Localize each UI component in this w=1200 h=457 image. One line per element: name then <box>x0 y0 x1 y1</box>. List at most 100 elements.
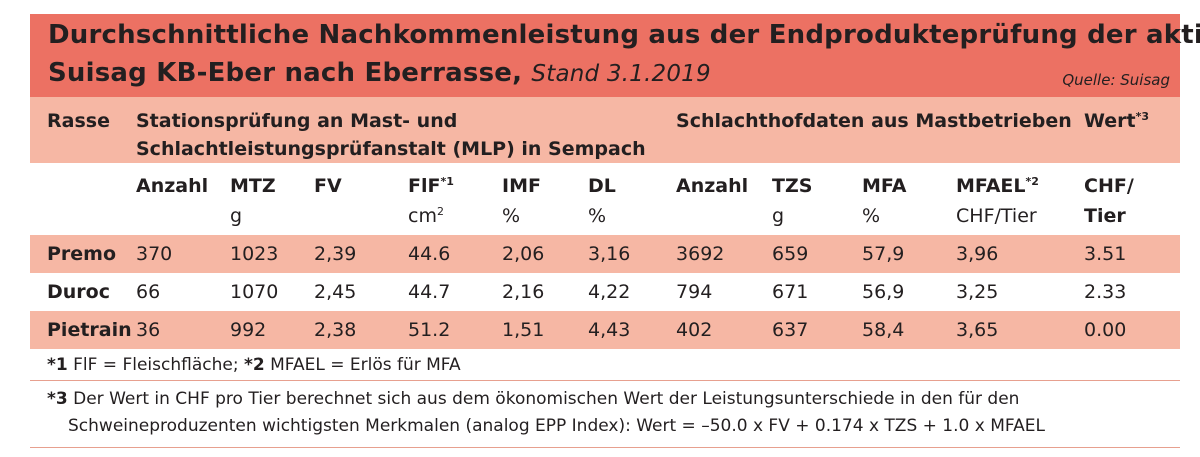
table-cell: 3,65 <box>956 311 1085 349</box>
col-header-flf: FlF*1 cm2 <box>408 163 502 235</box>
table-cell: 3692 <box>676 235 773 273</box>
col-label: MTZ <box>230 175 276 197</box>
table-cell: 44.6 <box>408 235 502 273</box>
table-cell: 2,06 <box>502 235 588 273</box>
wert-header-mark: *3 <box>1135 110 1150 123</box>
table-cell: 402 <box>676 311 773 349</box>
title-line-1: Durchschnittliche Nachkommenleistung aus… <box>48 20 1200 50</box>
col-unit: Tier <box>1084 205 1126 227</box>
col-header-anzahl: Anzahl <box>136 163 230 235</box>
table-cell: 36 <box>136 311 230 349</box>
col-unit: % <box>588 205 607 227</box>
station-header: Stationsprüfung an Mast- und Schlachtleis… <box>136 97 677 163</box>
table-cell: 671 <box>772 273 863 311</box>
table-cell: 2.33 <box>1084 273 1181 311</box>
divider <box>30 380 1180 381</box>
footnote-text: MFAEL = Erlös für MFA <box>270 355 461 375</box>
col-label-mark: *2 <box>1025 175 1039 188</box>
table-cell: 4,43 <box>588 311 677 349</box>
source-label: Quelle: Suisag <box>1062 71 1170 89</box>
footnote-text: Der Wert in CHF pro Tier berechnet sich … <box>73 389 1020 409</box>
col-label-text: FlF <box>408 175 441 197</box>
table-cell: 2,39 <box>314 235 408 273</box>
col-unit: g <box>772 205 785 227</box>
col-label: FlF*1 <box>408 171 502 201</box>
table-cell: 992 <box>230 311 314 349</box>
col-header-tzs: TZS g <box>772 163 863 235</box>
col-unit: % <box>502 205 521 227</box>
footnote-3-line-2: Schweineproduzenten wichtigsten Merkmale… <box>68 416 1045 436</box>
col-label: CHF/ <box>1084 175 1134 197</box>
table-cell: 4,22 <box>588 273 677 311</box>
col-header-chf: CHF/Tier <box>1084 163 1181 235</box>
column-header-row: Anzahl MTZ g FV FlF*1 cm2 IMF% DL% Anzahl … <box>30 163 1181 235</box>
table-cell: 3,25 <box>956 273 1085 311</box>
table-row: Pietrain 36 992 2,38 51.2 1,51 4,43 402 … <box>30 311 1181 349</box>
col-header-imf: IMF% <box>502 163 588 235</box>
footnote-text: FlF = Fleischfläche; <box>73 355 239 375</box>
col-unit: CHF/Tier <box>956 205 1037 227</box>
table-cell: 3.51 <box>1084 235 1181 273</box>
col-label: IMF <box>502 175 541 197</box>
footnote-mark: *1 <box>47 355 68 375</box>
wert-header: Wert*3 <box>1084 97 1181 163</box>
col-label-mark: *1 <box>440 175 454 188</box>
col-label: DL <box>588 175 616 197</box>
table-row: Premo 370 1023 2,39 44.6 2,06 3,16 3692 … <box>30 235 1181 273</box>
title-line-2: Suisag KB-Eber nach Eberrasse, Stand 3.1… <box>48 58 711 88</box>
col-header-mfael: MFAEL*2 CHF/Tier <box>956 163 1085 235</box>
footnote-mark: *2 <box>243 355 265 375</box>
table-cell: 794 <box>676 273 773 311</box>
row-name: Pietrain <box>30 311 136 349</box>
col-label: FV <box>314 175 342 197</box>
rasse-header: Rasse <box>30 97 136 163</box>
table-cell: 58,4 <box>862 311 957 349</box>
footnote-mark: *3 <box>47 389 68 409</box>
table-cell: 56,9 <box>862 273 957 311</box>
col-label: Anzahl <box>136 175 209 197</box>
col-unit: g <box>230 205 243 227</box>
col-header-mtz: MTZ g <box>230 163 314 235</box>
group-header-row: Rasse Stationsprüfung an Mast- und Schlac… <box>30 97 1181 163</box>
col-label-text: MFAEL <box>956 175 1026 197</box>
table-cell: 2,45 <box>314 273 408 311</box>
table-cell: 0.00 <box>1084 311 1181 349</box>
wert-header-label: Wert <box>1084 110 1136 132</box>
table-cell: 659 <box>772 235 863 273</box>
table-cell: 637 <box>772 311 863 349</box>
col-header-anzahl-2: Anzahl <box>676 163 773 235</box>
table-cell: 370 <box>136 235 230 273</box>
table-cell: 3,96 <box>956 235 1085 273</box>
table-cell: 51.2 <box>408 311 502 349</box>
table-cell: 3,16 <box>588 235 677 273</box>
schlachthof-header: Schlachthofdaten aus Mastbetrieben <box>676 97 1085 163</box>
title-bar: Durchschnittliche Nachkommenleistung aus… <box>30 14 1200 97</box>
col-label: TZS <box>772 175 813 197</box>
table-cell: 2,38 <box>314 311 408 349</box>
col-header-dl: DL% <box>588 163 677 235</box>
title-line-2-text: Suisag KB-Eber nach Eberrasse, <box>48 58 523 88</box>
divider <box>30 447 1180 448</box>
row-name: Premo <box>30 235 136 273</box>
footnote-1-2: *1 FlF = Fleischfläche; *2 MFAEL = Erlös… <box>47 355 461 375</box>
table-cell: 2,16 <box>502 273 588 311</box>
col-header-mfa: MFA% <box>862 163 957 235</box>
table-cell: 66 <box>136 273 230 311</box>
col-label: MFAEL*2 <box>956 171 1084 201</box>
table-cell: 1070 <box>230 273 314 311</box>
station-header-line-2: Schlachtleistungsprüfanstalt (MLP) in Se… <box>136 138 646 160</box>
row-name: Duroc <box>30 273 136 311</box>
column-header-empty <box>30 163 136 235</box>
col-unit: cm2 <box>408 201 502 231</box>
col-unit: % <box>862 205 881 227</box>
col-unit-exponent: 2 <box>436 205 444 218</box>
results-table: Rasse Stationsprüfung an Mast- und Schlac… <box>30 97 1181 349</box>
table-cell: 57,9 <box>862 235 957 273</box>
col-label: MFA <box>862 175 907 197</box>
footnote-3: *3 Der Wert in CHF pro Tier berechnet si… <box>47 389 1019 409</box>
station-header-line-1: Stationsprüfung an Mast- und <box>136 110 458 132</box>
col-header-fv: FV <box>314 163 408 235</box>
table-cell: 44.7 <box>408 273 502 311</box>
table-cell: 1023 <box>230 235 314 273</box>
report-table-figure: Durchschnittliche Nachkommenleistung aus… <box>30 14 1200 448</box>
